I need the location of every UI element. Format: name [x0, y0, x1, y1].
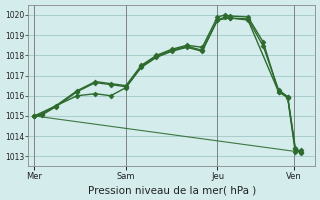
X-axis label: Pression niveau de la mer( hPa ): Pression niveau de la mer( hPa ) [88, 185, 256, 195]
